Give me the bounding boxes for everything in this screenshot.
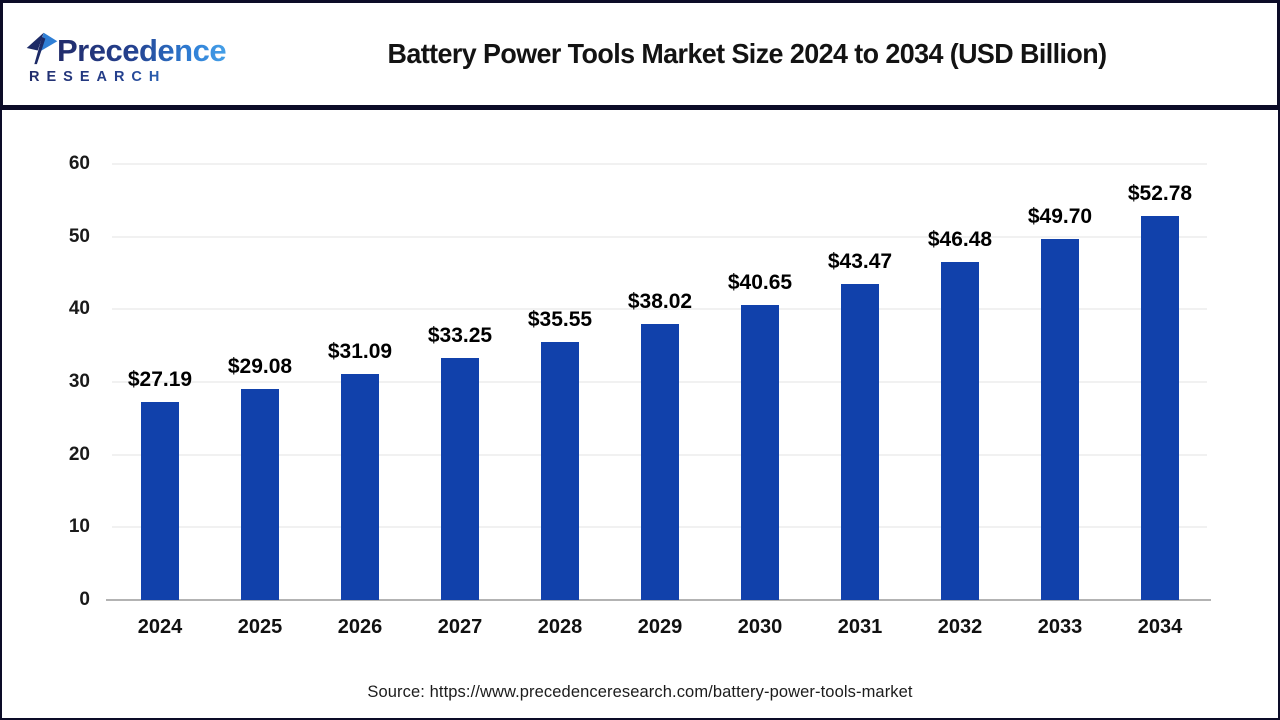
bar-value-label-2031: $43.47 bbox=[827, 250, 893, 274]
x-tick-label-2033: 2033 bbox=[1037, 616, 1083, 638]
bar-2034 bbox=[1141, 216, 1179, 600]
bar-2032 bbox=[941, 262, 979, 600]
logo-brand-text: Precedence bbox=[57, 32, 227, 68]
bar-value-label-2026: $31.09 bbox=[327, 340, 393, 364]
y-tick-label-20: 20 bbox=[68, 443, 90, 465]
bar-value-label-2032: $46.48 bbox=[927, 228, 993, 252]
paper-plane-logo-icon bbox=[26, 32, 58, 64]
gridline-60 bbox=[112, 163, 1207, 165]
x-tick-label-2032: 2032 bbox=[937, 616, 983, 638]
bar-value-label-2034: $52.78 bbox=[1127, 182, 1193, 206]
page-title: Battery Power Tools Market Size 2024 to … bbox=[387, 38, 1108, 69]
x-tick-label-2030: 2030 bbox=[737, 616, 783, 638]
bar-2030 bbox=[741, 304, 779, 600]
bar-value-label-2024: $27.19 bbox=[127, 368, 193, 392]
gridline-40 bbox=[112, 308, 1207, 311]
x-tick-label-2027: 2027 bbox=[437, 616, 483, 638]
x-tick-label-2028: 2028 bbox=[537, 616, 583, 638]
logo-top-row: Precedence bbox=[25, 24, 227, 68]
bar-value-label-2033: $49.70 bbox=[1027, 204, 1093, 228]
bar-value-label-2030: $40.65 bbox=[727, 270, 793, 294]
y-tick-label-0: 0 bbox=[79, 589, 90, 610]
bar-2028 bbox=[541, 341, 579, 600]
bar-2031 bbox=[841, 284, 879, 600]
x-tick-label-2034: 2034 bbox=[1137, 616, 1183, 638]
bar-2024 bbox=[141, 402, 179, 600]
header: Precedence RESEARCH Battery Power Tools … bbox=[0, 0, 1280, 108]
precedence-research-logo: Precedence RESEARCH bbox=[25, 24, 227, 85]
bar-value-label-2027: $33.25 bbox=[427, 324, 493, 348]
bar-2025 bbox=[241, 388, 279, 600]
y-tick-label-40: 40 bbox=[68, 298, 90, 320]
source-line: Source: https://www.precedenceresearch.c… bbox=[367, 683, 913, 701]
x-tick-label-2031: 2031 bbox=[837, 616, 883, 638]
x-axis-baseline bbox=[106, 599, 1211, 601]
x-tick-label-2024: 2024 bbox=[137, 616, 183, 638]
y-tick-label-30: 30 bbox=[68, 371, 90, 392]
gridline-50 bbox=[112, 235, 1207, 238]
bar-2033 bbox=[1041, 238, 1079, 600]
bar-value-label-2025: $29.08 bbox=[227, 354, 293, 378]
x-tick-label-2026: 2026 bbox=[337, 616, 383, 638]
plot-area: 0 10 20 30 40 50 60 $27.19 2024 $29.08 2025 $31.09 2… bbox=[69, 153, 1211, 638]
x-tick-label-2029: 2029 bbox=[637, 616, 683, 638]
logo-sub-text: RESEARCH bbox=[25, 70, 225, 85]
bar-value-label-2028: $35.55 bbox=[527, 307, 593, 331]
bar-2026 bbox=[341, 374, 379, 600]
y-tick-label-50: 50 bbox=[68, 225, 90, 247]
title-wrap: Battery Power Tools Market Size 2024 to … bbox=[225, 38, 1277, 70]
y-tick-label-10: 10 bbox=[68, 516, 90, 538]
y-tick-label-60: 60 bbox=[68, 153, 90, 174]
bar-2029 bbox=[641, 323, 679, 600]
chart-section: 0 10 20 30 40 50 60 $27.19 2024 $29.08 2025 $31.09 2… bbox=[0, 108, 1280, 720]
bar-2027 bbox=[441, 358, 479, 600]
bar-value-label-2029: $38.02 bbox=[627, 289, 693, 313]
x-tick-label-2025: 2025 bbox=[237, 616, 283, 638]
